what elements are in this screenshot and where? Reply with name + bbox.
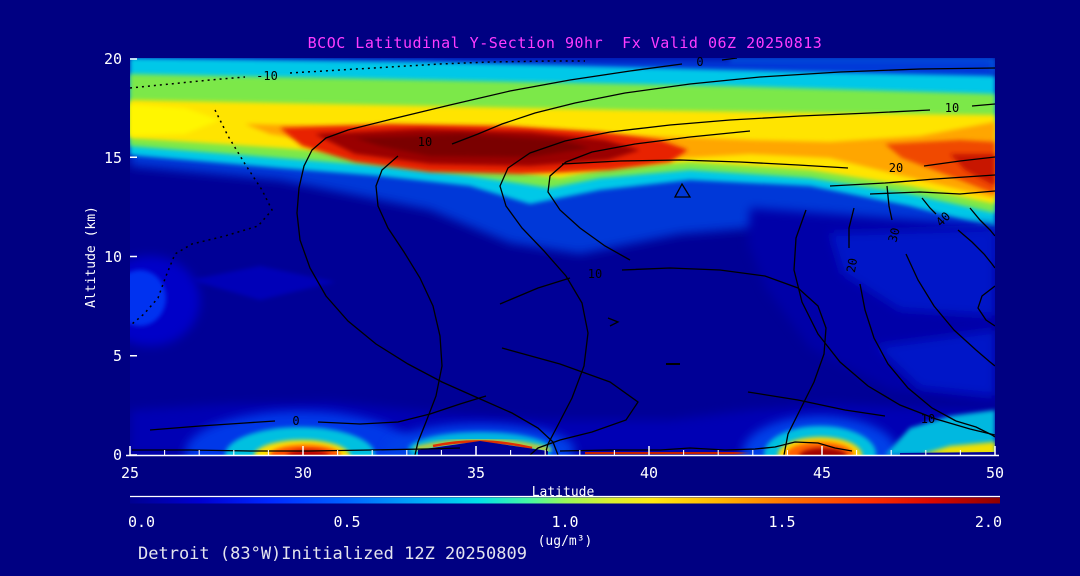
x-axis-labels: 25 30 35 40 45 50 Latitude — [121, 464, 1004, 500]
colorbar-tick-label: 1.5 — [768, 513, 795, 531]
x-tick-label: 40 — [640, 464, 658, 482]
chart-title: BCOC Latitudinal Y-Section 90hr Fx Valid… — [307, 34, 823, 52]
y-axis-labels: 20 15 10 5 0 Altitude (km) — [84, 50, 122, 464]
y-tick-label: 0 — [113, 446, 122, 464]
contour-label: 10 — [945, 101, 959, 115]
y-tick-label: 5 — [113, 347, 122, 365]
overlay-contour-lines — [130, 58, 995, 455]
x-tick-label: 30 — [294, 464, 312, 482]
y-tick-label: 15 — [104, 149, 122, 167]
y-axis-ticks — [130, 58, 137, 456]
colorbar-tick-label: 0.0 — [128, 513, 155, 531]
x-tick-label: 25 — [121, 464, 139, 482]
contour-label: -10 — [256, 69, 278, 83]
colorbar: 0.0 0.5 1.0 1.5 2.0 (ug/m³) — [128, 495, 1002, 549]
x-axis — [126, 446, 999, 457]
colorbar-tick-label: 0.5 — [333, 513, 360, 531]
contour-label: 10 — [588, 267, 602, 281]
colorbar-tick-label: 2.0 — [975, 513, 1002, 531]
contour-label: 30 — [886, 226, 903, 244]
colorbar-tick-label: 1.0 — [551, 513, 578, 531]
colorbar-unit-label: (ug/m³) — [538, 534, 593, 549]
station-init-annotation: Detroit (83°W)Initialized 12Z 20250809 — [138, 544, 527, 564]
x-tick-label: 50 — [986, 464, 1004, 482]
negative-contours — [130, 60, 585, 325]
contour-label: 20 — [889, 161, 903, 175]
x-axis-minor-ticks — [164, 450, 961, 455]
x-tick-label: 45 — [813, 464, 831, 482]
contour-fill-field — [130, 58, 995, 455]
contour-label: 0 — [292, 414, 299, 428]
contour-label: 0 — [696, 55, 703, 69]
contour-label: 10 — [418, 135, 432, 149]
y-axis-title: Altitude (km) — [84, 206, 99, 308]
y-tick-label: 20 — [104, 50, 122, 68]
colorbar-gradient — [130, 497, 1000, 504]
plot-area: -10 0 10 10 20 10 20 30 40 10 0 — [126, 55, 999, 457]
y-tick-label: 10 — [104, 248, 122, 266]
contour-label: 10 — [921, 412, 935, 426]
x-tick-label: 35 — [467, 464, 485, 482]
contour-label: 20 — [844, 257, 860, 274]
